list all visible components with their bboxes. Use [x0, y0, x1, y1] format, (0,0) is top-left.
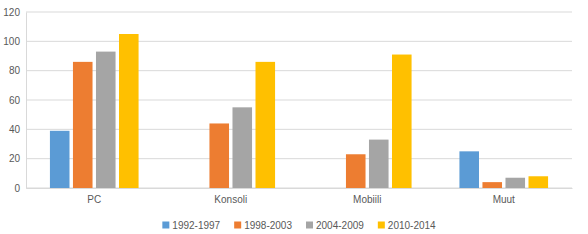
legend-label: 2004-2009: [316, 220, 364, 231]
x-tick: PC: [87, 188, 101, 205]
y-tick: 60: [9, 95, 26, 106]
legend-label: 1992-1997: [172, 220, 220, 231]
bar: [346, 154, 366, 188]
legend-item: 2004-2009: [306, 220, 364, 231]
legend-swatch: [306, 222, 313, 229]
y-axis-line: [26, 13, 27, 189]
y-tick: 100: [3, 36, 26, 47]
bar: [459, 151, 479, 188]
y-tick-label: 80: [9, 65, 21, 76]
bar-series: [119, 34, 548, 188]
legend-label: 1998-2003: [244, 220, 292, 231]
legend-swatch: [378, 222, 385, 229]
y-axis: 0 20 40 60 80 100 120: [3, 7, 26, 194]
bar: [50, 131, 70, 188]
bar: [232, 107, 252, 188]
bar: [209, 123, 229, 188]
bar-series: [96, 52, 525, 188]
x-tick-label: Muut: [493, 194, 515, 205]
x-tick-label: Mobiili: [353, 194, 381, 205]
bars: [50, 34, 548, 188]
y-tick-label: 100: [3, 36, 20, 47]
y-tick-label: 20: [9, 153, 21, 164]
x-tick-label: PC: [87, 194, 101, 205]
bar: [392, 55, 412, 188]
bar: [119, 34, 139, 188]
bar: [482, 182, 502, 188]
legend-item: 1998-2003: [234, 220, 292, 231]
x-tick: Mobiili: [353, 188, 381, 205]
y-tick-label: 40: [9, 124, 21, 135]
legend-item: 2010-2014: [378, 220, 436, 231]
grid: [26, 12, 572, 188]
y-tick: 40: [9, 124, 26, 135]
chart: 0 20 40 60 80 100 120 PC Konsoli Mobiili Muut 1992-…: [0, 0, 588, 234]
bar: [96, 52, 116, 188]
bar: [529, 176, 549, 188]
x-axis-line: [27, 188, 573, 189]
x-tick: Konsoli: [214, 188, 247, 205]
bar: [73, 62, 93, 188]
bar: [256, 62, 276, 188]
x-tick-label: Konsoli: [214, 194, 247, 205]
plot-area: 0 20 40 60 80 100 120 PC Konsoli Mobiili Muut: [3, 7, 572, 205]
y-tick-label: 120: [3, 7, 20, 18]
y-tick: 80: [9, 65, 26, 76]
y-tick-label: 60: [9, 95, 21, 106]
grid-line: [26, 12, 572, 13]
y-tick-label: 0: [14, 183, 20, 194]
legend-label: 2010-2014: [388, 220, 436, 231]
legend: 1992-1997 1998-2003 2004-2009 2010-2014: [162, 220, 436, 231]
legend-swatch: [162, 222, 169, 229]
y-tick: 120: [3, 7, 26, 18]
legend-swatch: [234, 222, 241, 229]
bar: [369, 140, 389, 188]
legend-item: 1992-1997: [162, 220, 220, 231]
y-tick: 0: [14, 183, 26, 194]
bar: [505, 178, 525, 188]
x-axis: PC Konsoli Mobiili Muut: [27, 188, 573, 205]
grid-line: [26, 41, 572, 42]
x-tick: Muut: [493, 188, 515, 205]
y-tick: 20: [9, 153, 26, 164]
